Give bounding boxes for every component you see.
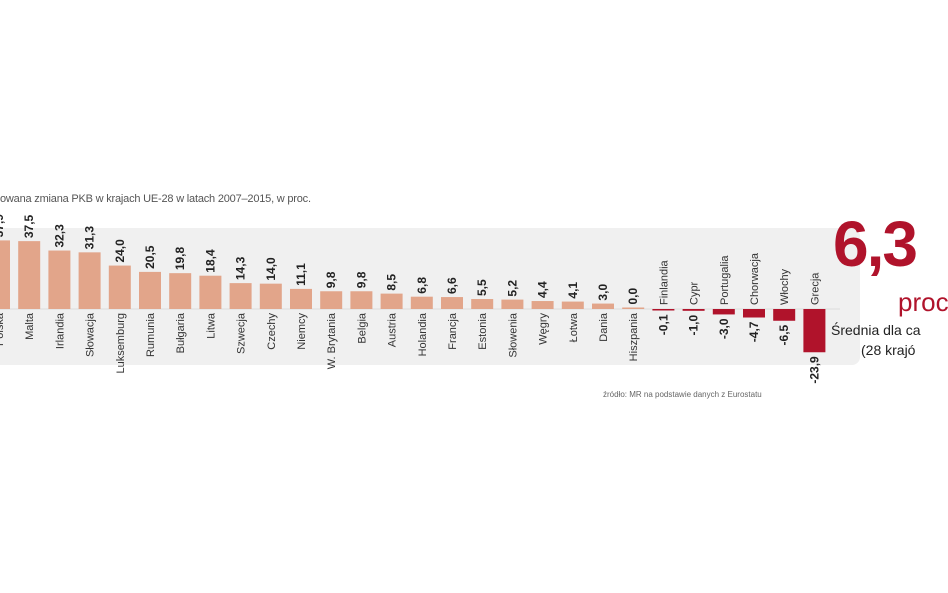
value-label: -1,0 (687, 314, 701, 335)
bar-Finlandia (652, 309, 675, 311)
category-label: Litwa (205, 312, 217, 339)
value-label: 6,6 (445, 277, 459, 294)
category-label: Grecja (809, 272, 821, 305)
value-label: 3,0 (596, 284, 610, 301)
bar-Malta (18, 241, 41, 309)
bar-Holandia (410, 296, 433, 309)
category-label: Polska (0, 312, 6, 346)
value-label: -0,1 (656, 314, 670, 335)
bar-Belgia (350, 291, 373, 309)
category-label: Portugalia (719, 255, 731, 305)
bar-Niemcy (290, 288, 312, 309)
category-label: Austria (387, 312, 399, 347)
category-label: Niemcy (296, 313, 308, 350)
bar-Łotwa (561, 301, 584, 309)
bar-Słowenia (501, 299, 524, 309)
value-label: 37,9 (0, 214, 6, 238)
bar-Grecja (803, 309, 826, 353)
average-unit: proc (898, 287, 948, 317)
category-label: Rumunia (145, 312, 157, 357)
bar-Słowacja (78, 252, 101, 309)
value-label: 14,0 (264, 257, 278, 281)
bar-Bułgaria (169, 273, 192, 309)
category-label: Dania (598, 312, 610, 342)
category-label: Holandia (417, 312, 429, 356)
chart-source: źródło: MR na podstawie danych z Eurosta… (603, 390, 762, 399)
value-label: 11,1 (294, 263, 308, 286)
value-label: 9,8 (354, 271, 368, 288)
category-label: Francja (447, 312, 459, 350)
value-label: 4,1 (566, 282, 580, 299)
value-label: 37,5 (22, 214, 36, 238)
bar-Chorwacja (743, 309, 765, 318)
average-value: 6,3 (833, 208, 918, 280)
value-label: -6,5 (777, 324, 791, 345)
value-label: 24,0 (113, 239, 127, 263)
value-label: 5,2 (505, 280, 519, 297)
average-caption: Średnia dla ca (831, 322, 921, 338)
category-label: Estonia (477, 312, 489, 350)
category-label: Irlandia (54, 312, 66, 349)
value-label: 6,8 (415, 277, 429, 294)
value-label: 4,4 (536, 281, 550, 298)
bar-Irlandia (48, 250, 71, 309)
value-label: 20,5 (143, 245, 157, 269)
bar-Dania (592, 303, 614, 309)
value-label: 18,4 (203, 249, 217, 273)
bar-Francja (441, 297, 463, 309)
category-label: Węgry (538, 313, 550, 345)
category-label: Bułgaria (175, 312, 187, 353)
category-label: Słowenia (507, 312, 519, 358)
category-label: Włochy (779, 268, 791, 305)
category-label: Łotwa (568, 312, 580, 342)
category-label: Belgia (356, 312, 368, 343)
category-label: W. Brytania (326, 312, 338, 369)
value-label: 9,8 (324, 271, 338, 288)
bar-Włochy (773, 309, 796, 321)
category-label: Hiszpania (628, 312, 640, 361)
value-label: -23,9 (807, 356, 821, 384)
chart-panel (0, 228, 860, 365)
category-label: Słowacja (85, 312, 97, 357)
bar-Portugalia (712, 309, 735, 315)
chart-title: owana zmiana PKB w krajach UE-28 w latac… (0, 193, 311, 205)
value-label: 31,3 (83, 226, 97, 250)
bar-Czechy (259, 283, 282, 309)
value-label: 5,5 (475, 279, 489, 296)
category-label: Chorwacja (749, 252, 761, 305)
category-label: Luksemburg (115, 313, 127, 374)
bar-Litwa (199, 275, 222, 309)
value-label: 0,0 (626, 287, 640, 304)
value-label: 19,8 (173, 246, 187, 270)
category-label: Finlandia (658, 259, 670, 305)
average-caption-count: (28 krajó (861, 342, 916, 358)
bar-Rumunia (139, 271, 161, 309)
bar-Austria (380, 293, 403, 309)
bar-Luksemburg (108, 265, 131, 309)
bar-Estonia (471, 299, 494, 309)
category-label: Szwecja (236, 312, 248, 354)
category-label: Malta (24, 312, 36, 340)
value-label: 32,3 (52, 224, 66, 248)
value-label: -4,7 (747, 321, 761, 342)
category-label: Czechy (266, 313, 278, 350)
bar-Polska (0, 240, 10, 309)
value-label: 14,3 (234, 256, 248, 280)
value-label: 8,5 (385, 274, 399, 291)
value-label: -3,0 (717, 318, 731, 339)
bar-Szwecja (229, 283, 252, 309)
bar-Hiszpania (622, 307, 645, 309)
bar-W. Brytania (320, 291, 343, 309)
bar-Węgry (531, 301, 554, 309)
category-label: Cypr (689, 281, 701, 305)
bar-Cypr (682, 309, 705, 311)
